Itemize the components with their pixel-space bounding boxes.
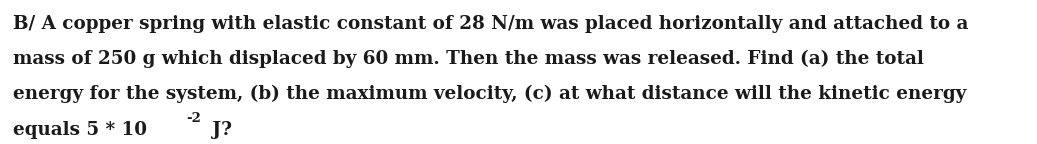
Text: energy for the system, (b) the maximum velocity, (c) at what distance will the k: energy for the system, (b) the maximum v… [13,85,966,103]
Text: equals 5 * 10: equals 5 * 10 [13,121,147,139]
Text: mass of 250 g which displaced by 60 mm. Then the mass was released. Find (a) the: mass of 250 g which displaced by 60 mm. … [13,50,924,68]
Text: B/ A copper spring with elastic constant of 28 N/m was placed horizontally and a: B/ A copper spring with elastic constant… [13,15,969,33]
Text: -2: -2 [187,112,201,125]
Text: J?: J? [205,121,231,139]
